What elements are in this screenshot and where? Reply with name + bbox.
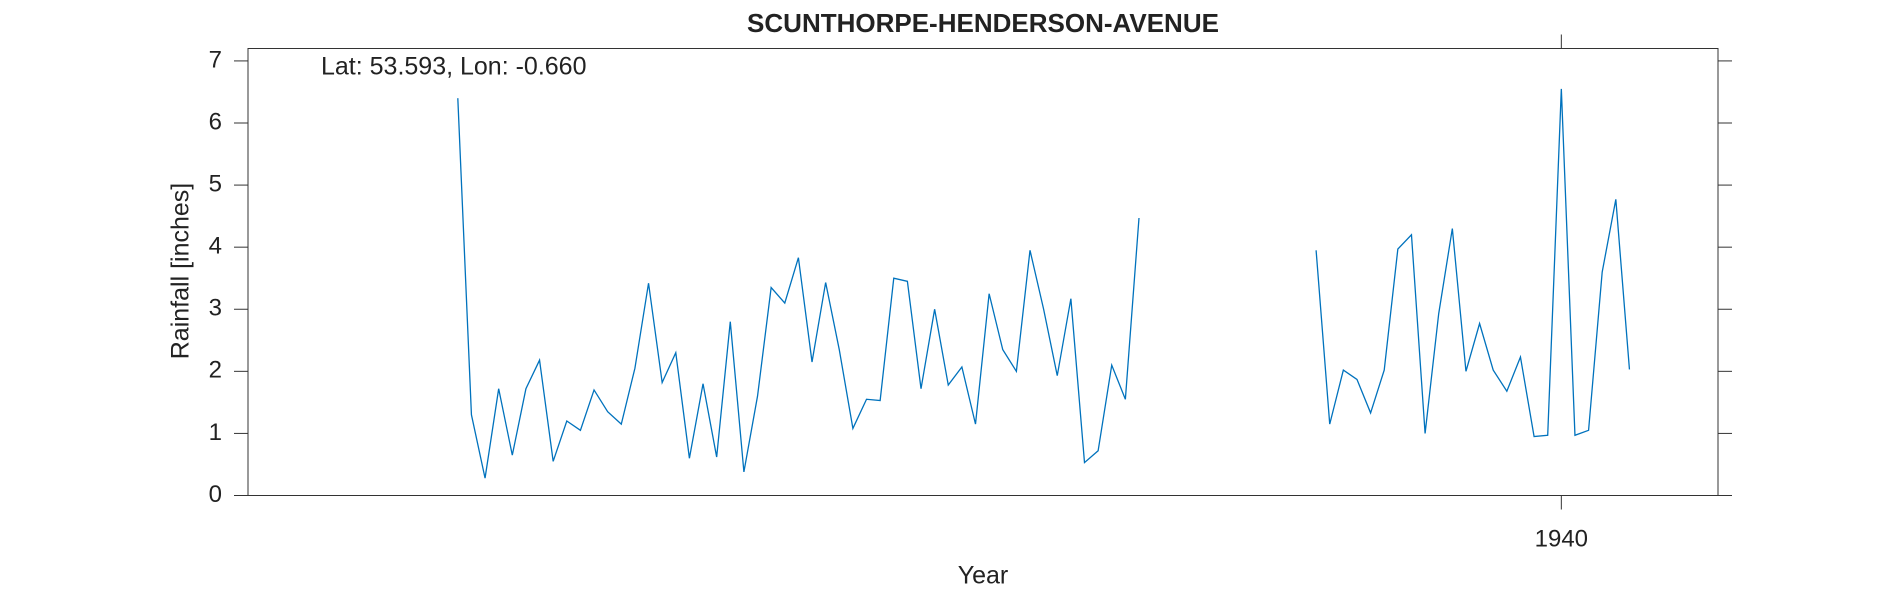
y-tick-label: 1 [209, 419, 222, 446]
y-axis-label: Rainfall [inches] [167, 183, 195, 359]
y-tick-label: 4 [209, 233, 222, 260]
y-tick-label: 6 [209, 108, 222, 135]
plot-frame [247, 48, 1719, 496]
data-line [457, 88, 1631, 479]
y-tick-label: 3 [209, 295, 222, 322]
chart-title: SCUNTHORPE-HENDERSON-AVENUE [747, 8, 1219, 38]
x-tick-label: 1940 [1535, 525, 1588, 552]
annotation: Lat: 53.593, Lon: -0.660 [321, 53, 587, 81]
y-tick-label: 7 [209, 46, 222, 73]
y-tick-label: 2 [209, 357, 222, 384]
y-tick-label: 5 [209, 170, 222, 197]
y-tick-label: 0 [209, 481, 222, 508]
x-axis-label: Year [958, 562, 1009, 590]
